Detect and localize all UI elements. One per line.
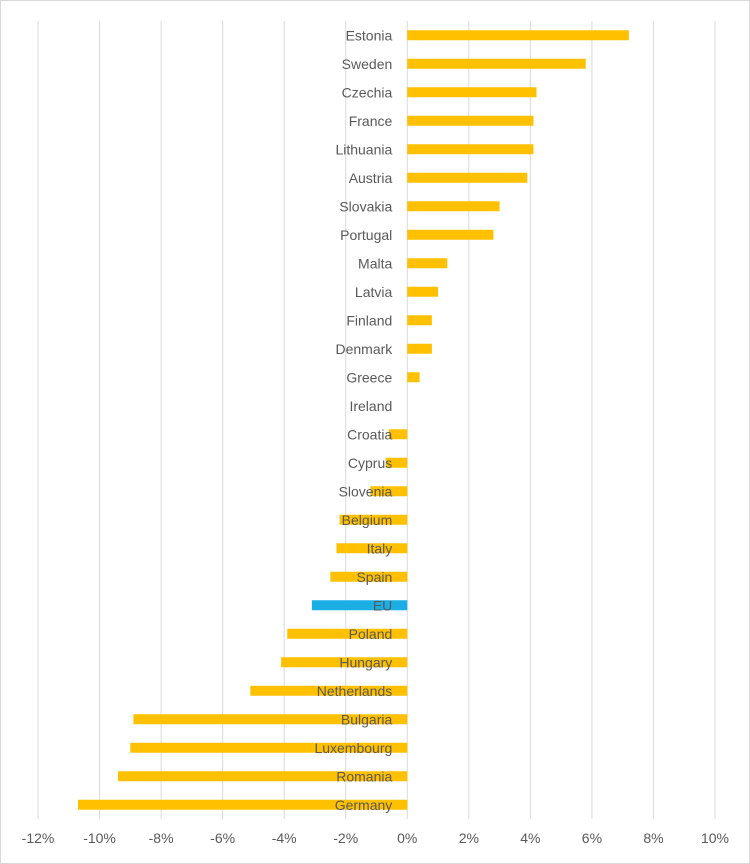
x-tick-label: -8%: [149, 830, 174, 846]
category-label-portugal: Portugal: [340, 227, 392, 243]
bar-finland: [407, 315, 432, 326]
category-label-hungary: Hungary: [339, 654, 392, 670]
x-axis-ticks: -12% -10% -8% -6% -4% -2% 0% 2% 4% 6% 8% 10%: [22, 830, 729, 846]
category-label-bulgaria: Bulgaria: [341, 711, 393, 727]
bar-portugal: [407, 229, 494, 240]
category-label-sweden: Sweden: [342, 56, 393, 72]
x-tick-label: -2%: [333, 830, 358, 846]
bar-sweden: [407, 58, 586, 69]
bar-czechia: [407, 87, 537, 98]
bar-estonia: [407, 30, 629, 41]
category-label-lithuania: Lithuania: [335, 141, 392, 157]
category-label-italy: Italy: [367, 540, 393, 556]
category-label-finland: Finland: [346, 312, 392, 328]
bar-eu: [311, 600, 408, 611]
category-label-cyprus: Cyprus: [348, 455, 392, 471]
category-label-romania: Romania: [336, 768, 392, 784]
category-label-germany: Germany: [335, 797, 393, 813]
x-tick-label: 6%: [582, 830, 602, 846]
bar-lithuania: [407, 144, 534, 155]
category-label-poland: Poland: [349, 626, 393, 642]
bar-poland: [287, 628, 408, 639]
category-label-croatia: Croatia: [347, 426, 392, 442]
x-tick-label: -10%: [83, 830, 116, 846]
category-label-denmark: Denmark: [335, 341, 393, 357]
bar-romania: [118, 771, 408, 782]
bar-belgium: [339, 514, 408, 525]
x-tick-label: 10%: [701, 830, 729, 846]
category-label-slovenia: Slovenia: [339, 483, 393, 499]
category-label-belgium: Belgium: [342, 512, 393, 528]
bar-croatia: [388, 429, 408, 440]
bar-germany: [78, 799, 408, 810]
category-label-czechia: Czechia: [342, 84, 393, 100]
x-tick-label: 4%: [520, 830, 540, 846]
bar-netherlands: [250, 685, 408, 696]
bar-malta: [407, 258, 448, 269]
bar-greece: [407, 372, 420, 383]
category-label-slovakia: Slovakia: [339, 198, 392, 214]
category-label-france: France: [349, 113, 393, 129]
x-tick-label: 0%: [397, 830, 417, 846]
category-label-luxembourg: Luxembourg: [314, 740, 392, 756]
gridlines: [37, 21, 716, 819]
bar-slovakia: [407, 201, 500, 212]
category-label-greece: Greece: [346, 369, 392, 385]
bar-hungary: [281, 657, 408, 668]
category-label-eu: EU: [373, 597, 392, 613]
bar-cyprus: [385, 457, 408, 468]
x-tick-label: -4%: [272, 830, 297, 846]
x-tick-label: 8%: [643, 830, 663, 846]
x-tick-label: -12%: [22, 830, 55, 846]
category-label-latvia: Latvia: [355, 284, 393, 300]
bar-latvia: [407, 286, 439, 297]
bar-austria: [407, 172, 528, 183]
bar-luxembourg: [130, 742, 408, 753]
category-labels: Estonia Sweden Czechia France Lithuania Austr…: [314, 27, 393, 813]
bar-slovenia: [370, 486, 408, 497]
bar-bulgaria: [133, 714, 408, 725]
category-label-spain: Spain: [356, 569, 392, 585]
category-label-netherlands: Netherlands: [317, 683, 393, 699]
category-label-austria: Austria: [349, 170, 393, 186]
bar-italy: [336, 543, 408, 554]
bar-france: [407, 115, 534, 126]
category-label-estonia: Estonia: [346, 27, 393, 43]
bars: [78, 30, 629, 810]
x-tick-label: 2%: [459, 830, 479, 846]
bar-spain: [330, 571, 408, 582]
category-label-malta: Malta: [358, 255, 392, 271]
category-label-ireland: Ireland: [349, 398, 392, 414]
x-tick-label: -6%: [210, 830, 235, 846]
bar-denmark: [407, 343, 432, 354]
